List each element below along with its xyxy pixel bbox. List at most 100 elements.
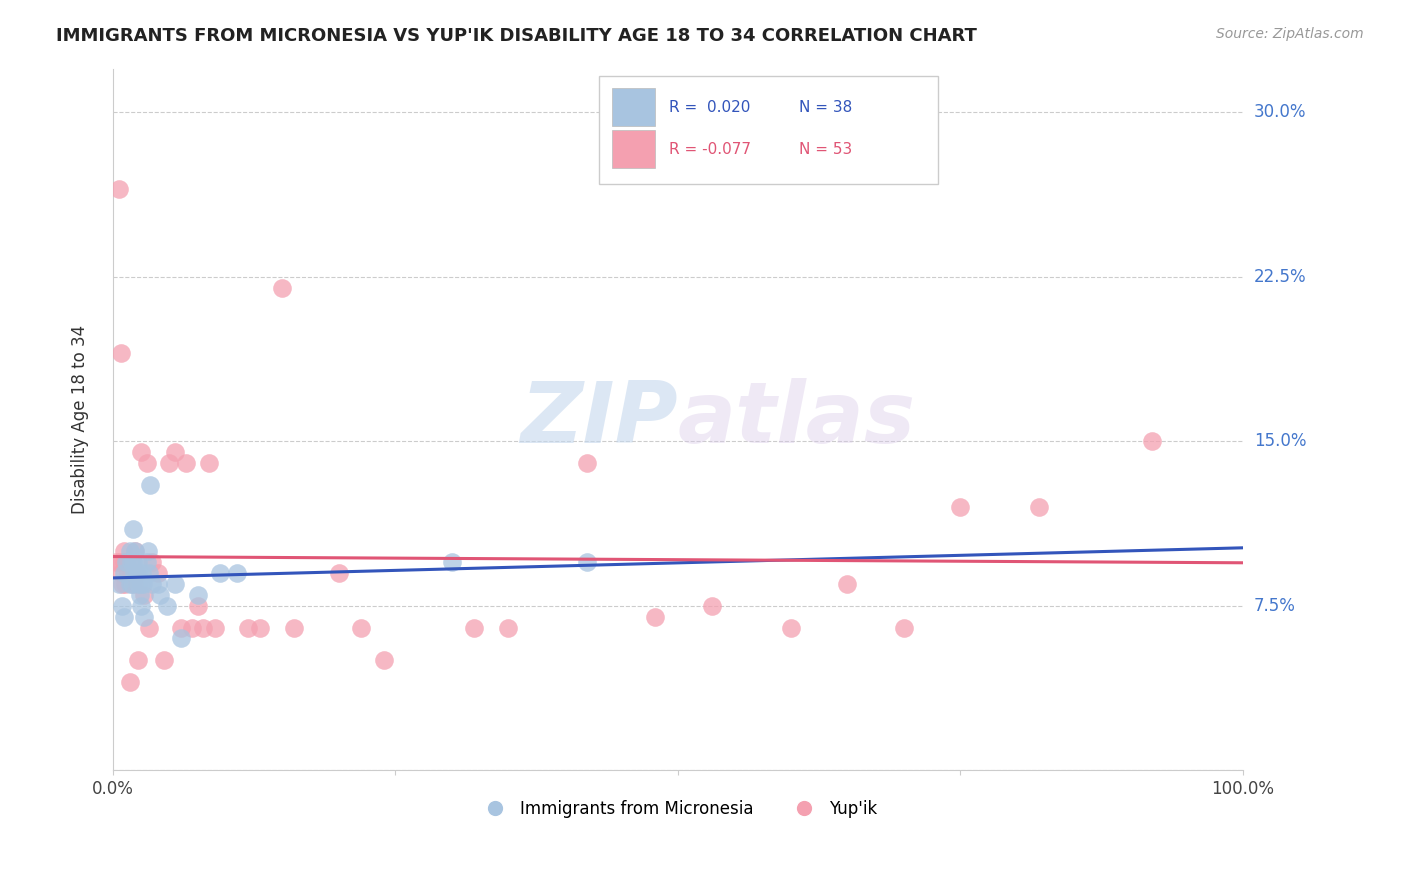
Point [129, 576, 152, 591]
Point [112, 566, 135, 580]
Point [105, 555, 128, 569]
Point [644, 609, 666, 624]
Point [152, 653, 174, 667]
Point [198, 456, 221, 470]
Point [146, 566, 169, 580]
Point [118, 543, 141, 558]
Point [112, 555, 135, 569]
Point [120, 566, 142, 580]
Point [135, 456, 157, 470]
Point [893, 620, 915, 634]
FancyBboxPatch shape [613, 130, 655, 169]
Point [141, 576, 163, 591]
Point [181, 620, 204, 634]
Point [118, 555, 141, 569]
Point [157, 456, 180, 470]
Text: atlas: atlas [678, 377, 915, 461]
Point [163, 445, 186, 459]
Point [328, 566, 350, 580]
Point [135, 555, 157, 569]
Text: 30.0%: 30.0% [1254, 103, 1306, 121]
Point [127, 653, 149, 667]
Point [129, 588, 152, 602]
Point [169, 632, 191, 646]
Point [136, 543, 159, 558]
Point [127, 555, 149, 569]
Point [122, 555, 145, 569]
Point [108, 555, 131, 569]
FancyBboxPatch shape [613, 87, 655, 127]
Text: R =  0.020: R = 0.020 [669, 100, 751, 114]
Point [187, 588, 209, 602]
Point [146, 576, 169, 591]
Point [141, 555, 163, 569]
Text: N = 53: N = 53 [799, 142, 852, 157]
Point [127, 576, 149, 591]
Point [124, 543, 146, 558]
Text: N = 38: N = 38 [799, 100, 852, 114]
Point [121, 576, 143, 591]
Point [271, 281, 294, 295]
Point [176, 456, 198, 470]
Point [134, 588, 156, 602]
Point [138, 620, 160, 634]
Point [114, 576, 136, 591]
Y-axis label: Disability Age 18 to 34: Disability Age 18 to 34 [72, 325, 89, 514]
Point [115, 555, 138, 569]
Point [1142, 434, 1164, 449]
Point [134, 609, 156, 624]
Point [124, 543, 146, 558]
Point [112, 543, 135, 558]
Point [124, 566, 146, 580]
Text: 7.5%: 7.5% [1254, 597, 1296, 615]
Point [1028, 500, 1050, 514]
Point [110, 346, 132, 360]
Point [115, 555, 138, 569]
Point [149, 588, 172, 602]
Point [111, 576, 134, 591]
Point [350, 620, 373, 634]
Point [204, 620, 226, 634]
Point [498, 620, 520, 634]
Point [249, 620, 271, 634]
Point [118, 675, 141, 690]
Point [132, 576, 155, 591]
Legend: Immigrants from Micronesia, Yup'ik: Immigrants from Micronesia, Yup'ik [472, 794, 884, 825]
Point [283, 620, 305, 634]
Point [463, 620, 485, 634]
Text: R = -0.077: R = -0.077 [669, 142, 751, 157]
Point [576, 555, 599, 569]
Text: 15.0%: 15.0% [1254, 433, 1306, 450]
Point [837, 576, 859, 591]
Point [209, 566, 232, 580]
Point [131, 566, 153, 580]
Point [122, 555, 145, 569]
Point [125, 566, 148, 580]
Point [107, 182, 129, 196]
Point [117, 566, 139, 580]
Text: ZIP: ZIP [520, 377, 678, 461]
Point [107, 576, 129, 591]
Text: Source: ZipAtlas.com: Source: ZipAtlas.com [1216, 27, 1364, 41]
Point [238, 620, 260, 634]
Point [125, 566, 148, 580]
Point [118, 576, 141, 591]
Point [193, 620, 215, 634]
Point [124, 576, 146, 591]
Point [129, 445, 152, 459]
Point [111, 599, 134, 613]
Point [138, 566, 160, 580]
FancyBboxPatch shape [599, 76, 938, 185]
Text: IMMIGRANTS FROM MICRONESIA VS YUP'IK DISABILITY AGE 18 TO 34 CORRELATION CHART: IMMIGRANTS FROM MICRONESIA VS YUP'IK DIS… [56, 27, 977, 45]
Point [780, 620, 803, 634]
Point [156, 599, 179, 613]
Point [373, 653, 395, 667]
Point [128, 566, 150, 580]
Point [112, 609, 135, 624]
Point [110, 566, 132, 580]
Point [700, 599, 723, 613]
Point [949, 500, 972, 514]
Point [139, 478, 162, 492]
Point [440, 555, 463, 569]
Point [169, 620, 191, 634]
